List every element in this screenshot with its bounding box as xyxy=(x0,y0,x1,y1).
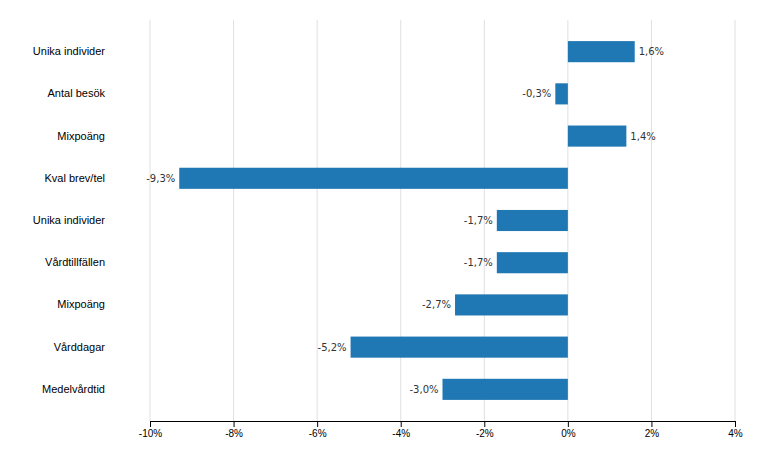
data-label: 1,4% xyxy=(630,131,655,142)
grid-line xyxy=(150,20,151,421)
x-tick: -10% xyxy=(139,421,162,439)
y-tick: Kval brev/tel xyxy=(44,172,105,184)
bar xyxy=(497,252,568,273)
y-tick-label: Vårddagar xyxy=(54,341,106,353)
x-tick-mark xyxy=(568,421,569,427)
x-tick: 0% xyxy=(561,421,576,439)
grid-line xyxy=(317,20,318,421)
data-label: -9,3% xyxy=(146,173,175,184)
data-labels: 1,6% -0,3% 1,4% -9,3% -1,7% -1,7% -2,7% -5,2% -3… xyxy=(146,46,664,395)
x-tick: -2% xyxy=(476,421,494,439)
bar xyxy=(555,83,568,104)
x-axis-line xyxy=(151,422,736,428)
y-tick: Unika individer xyxy=(33,45,105,57)
data-label: -2,7% xyxy=(422,299,451,310)
y-tick-label: Mixpoäng xyxy=(57,298,105,310)
bar xyxy=(443,379,568,400)
y-tick-label: Kval brev/tel xyxy=(44,172,105,184)
y-tick: Vårdtillfällen xyxy=(45,256,105,268)
y-tick-label: Medelvårdtid xyxy=(42,383,105,395)
x-tick-label: -4% xyxy=(392,428,410,439)
data-label: -5,2% xyxy=(318,342,347,353)
grid-line xyxy=(651,20,652,421)
x-tick-label: -6% xyxy=(309,428,327,439)
x-tick: -4% xyxy=(392,421,410,439)
x-tick-label: -8% xyxy=(225,428,243,439)
bar xyxy=(351,337,568,358)
x-tick: -6% xyxy=(309,421,327,439)
y-tick: Mixpoäng xyxy=(57,130,105,142)
x-tick-mark xyxy=(234,421,235,427)
data-label: -0,3% xyxy=(522,88,551,99)
x-tick-mark xyxy=(484,421,485,427)
x-tick: 2% xyxy=(645,421,660,439)
x-tick-label: 4% xyxy=(728,428,743,439)
y-tick-label: Unika individer xyxy=(33,214,105,226)
y-tick: Mixpoäng xyxy=(57,298,105,310)
x-tick-label: -10% xyxy=(139,428,162,439)
y-tick: Medelvårdtid xyxy=(42,383,105,395)
y-tick-label: Mixpoäng xyxy=(57,130,105,142)
bar xyxy=(568,126,627,147)
x-tick-mark xyxy=(401,421,402,427)
y-tick: Antal besök xyxy=(48,87,106,99)
data-label: -1,7% xyxy=(464,257,493,268)
x-tick-mark xyxy=(735,421,736,427)
y-tick: Vårddagar xyxy=(54,341,106,353)
bar xyxy=(179,168,568,189)
grid-line xyxy=(400,20,401,421)
y-tick: Unika individer xyxy=(33,214,105,226)
x-tick-mark xyxy=(150,421,151,427)
bar xyxy=(455,294,568,315)
bars xyxy=(179,41,634,400)
y-axis: Unika individer Antal besök Mixpoäng Kval b… xyxy=(33,45,106,395)
x-tick: -8% xyxy=(225,421,243,439)
y-tick-label: Vårdtillfällen xyxy=(45,256,105,268)
x-tick: 4% xyxy=(728,421,743,439)
grid-line xyxy=(735,20,736,421)
chart: -10% -8% -6% -4% -2% 0% 2% 4% Unika individer Ant… xyxy=(0,0,765,457)
data-label: -1,7% xyxy=(464,215,493,226)
x-tick-label: -2% xyxy=(476,428,494,439)
plot: -10% -8% -6% -4% -2% 0% 2% 4% Unika individer Ant… xyxy=(33,20,743,439)
x-tick-label: 2% xyxy=(645,428,660,439)
bar xyxy=(497,210,568,231)
grid-line xyxy=(233,20,234,421)
x-tick-mark xyxy=(317,421,318,427)
data-label: -3,0% xyxy=(409,384,438,395)
x-axis: -10% -8% -6% -4% -2% 0% 2% 4% xyxy=(139,421,743,439)
x-tick-label: 0% xyxy=(561,428,576,439)
x-tick-mark xyxy=(651,421,652,427)
y-tick-label: Antal besök xyxy=(48,87,106,99)
y-tick-label: Unika individer xyxy=(33,45,105,57)
bar xyxy=(568,41,635,62)
data-label: 1,6% xyxy=(639,46,664,57)
grid xyxy=(150,20,735,421)
